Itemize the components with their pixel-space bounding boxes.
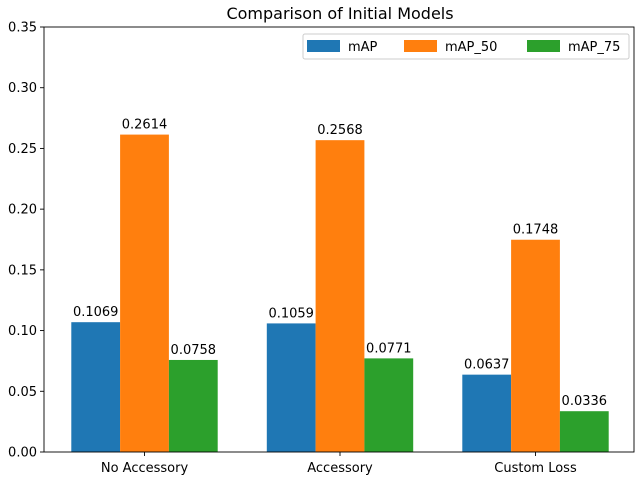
y-tick-label: 0.10 (8, 324, 37, 339)
data-label: 0.2568 (317, 123, 363, 138)
bar-mAP_75-0 (168, 359, 218, 452)
bar-mAP_75-1 (364, 358, 414, 452)
x-tick-label: Accessory (307, 461, 373, 476)
legend-swatch-mAP (307, 40, 340, 52)
y-tick-label: 0.30 (8, 81, 37, 96)
axes-frame (43, 26, 635, 453)
x-tick-label: No Accessory (101, 461, 189, 476)
x-tick-label: Custom Loss (494, 461, 577, 476)
y-tick-label: 0.35 (8, 21, 37, 36)
data-label: 0.1059 (268, 306, 314, 321)
y-tick-label: 0.25 (8, 142, 37, 157)
legend: mAP mAP_50 mAP_75 (302, 33, 630, 60)
data-label: 0.0758 (171, 343, 217, 358)
bar-mAP-0 (71, 322, 121, 452)
bar-mAP_50-0 (120, 134, 169, 452)
y-tick-label: 0.15 (8, 263, 37, 278)
legend-swatch-mAP_50 (404, 40, 437, 52)
data-label: 0.0637 (464, 358, 510, 373)
plot-area: 0.1069 0.1059 0.0637 0.2614 0.2568 0.1748 0.07… (8, 21, 635, 476)
bar-mAP_50-2 (511, 239, 560, 452)
y-tick-label: 0.00 (8, 446, 37, 461)
legend-label-mAP: mAP (348, 40, 378, 55)
legend-label-mAP_50: mAP_50 (445, 40, 497, 55)
data-label: 0.1069 (73, 305, 119, 320)
legend-swatch-mAP_75 (527, 40, 560, 52)
bar-mAP_50-1 (315, 140, 365, 453)
bar-mAP-1 (266, 323, 316, 452)
legend-label-mAP_75: mAP_75 (568, 40, 620, 55)
chart-title: Comparison of Initial Models (226, 4, 453, 23)
data-label: 0.2614 (122, 118, 168, 133)
data-label: 0.1748 (513, 223, 559, 238)
y-tick-label: 0.20 (8, 203, 37, 218)
bar-mAP_75-2 (559, 411, 609, 452)
y-tick-label: 0.05 (8, 385, 37, 400)
data-label: 0.0336 (562, 394, 608, 409)
data-label: 0.0771 (366, 341, 412, 356)
bar-mAP-2 (462, 374, 512, 452)
